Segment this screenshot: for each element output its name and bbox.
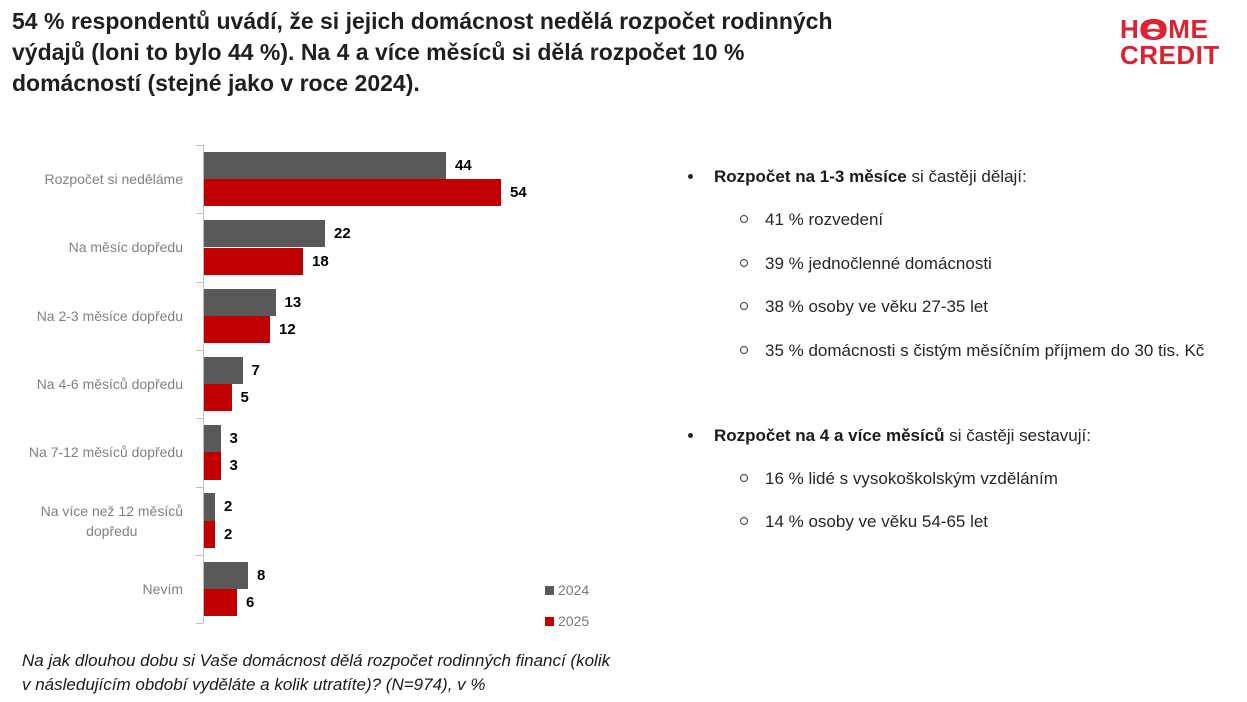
logo-letters-me: ME bbox=[1168, 14, 1209, 44]
bar-2024 bbox=[204, 356, 243, 385]
bar-2024 bbox=[204, 151, 446, 180]
category-label: Na více než 12 měsíců dopředu bbox=[40, 502, 183, 539]
bullet-heading-1-rest: si častěji dělají: bbox=[906, 167, 1027, 186]
slide-title: 54 % respondentů uvádí, že si jejich dom… bbox=[12, 8, 833, 96]
bullet-subitem-text: 16 % lidé s vysokoškolským vzděláním bbox=[765, 469, 1058, 488]
bullet-dot-icon bbox=[688, 433, 693, 438]
bullet-subitem-text: 38 % osoby ve věku 27-35 let bbox=[765, 297, 989, 316]
bar-2025 bbox=[204, 315, 270, 344]
bar-value-label: 3 bbox=[229, 457, 238, 475]
home-credit-smile-o-icon bbox=[1140, 18, 1167, 40]
category-label: Nevím bbox=[142, 580, 183, 597]
circle-bullet-icon bbox=[740, 259, 748, 267]
bar-value-label: 2 bbox=[224, 498, 233, 516]
category-label: Na měsíc dopředu bbox=[68, 239, 183, 256]
bar-value-label: 2 bbox=[224, 525, 233, 543]
legend-item-2025: 2025 bbox=[545, 613, 589, 629]
legend-swatch-2025 bbox=[545, 616, 554, 626]
circle-bullet-icon bbox=[740, 474, 748, 482]
home-credit-logo: H ME CREDIT bbox=[1120, 16, 1245, 68]
bullet-subitem-text: 14 % osoby ve věku 54-65 let bbox=[765, 512, 989, 531]
bar-value-label: 7 bbox=[251, 361, 260, 379]
bar-2024 bbox=[204, 493, 215, 521]
bar-2025 bbox=[204, 452, 221, 480]
bar-2024 bbox=[204, 561, 248, 589]
value-axis-line bbox=[203, 145, 204, 624]
bullet-subitem-text: 41 % rozvedení bbox=[765, 210, 884, 229]
category-label: Na 4-6 měsíců dopředu bbox=[36, 376, 183, 393]
circle-bullet-icon bbox=[740, 215, 748, 223]
category-label: Na 7-12 měsíců dopředu bbox=[28, 444, 183, 461]
legend-item-2024: 2024 bbox=[545, 582, 589, 598]
bar-value-label: 3 bbox=[229, 430, 238, 448]
bar-2024 bbox=[204, 220, 325, 248]
bar-2025 bbox=[204, 520, 215, 548]
bar-2025 bbox=[204, 247, 303, 275]
axis-tick bbox=[196, 349, 203, 351]
bullet-heading-1-bold: Rozpočet na 1-3 měsíce bbox=[714, 167, 907, 186]
bar-value-label: 22 bbox=[334, 225, 351, 243]
bar-value-label: 6 bbox=[246, 594, 255, 611]
logo-line-home: H ME bbox=[1120, 16, 1245, 42]
axis-tick bbox=[196, 281, 203, 283]
bullet-subitem-text: 39 % jednočlenné domácnosti bbox=[765, 254, 992, 273]
axis-tick bbox=[196, 623, 203, 625]
bar-value-label: 13 bbox=[284, 293, 302, 311]
circle-bullet-icon bbox=[740, 517, 748, 525]
circle-bullet-icon bbox=[740, 302, 748, 310]
bar-value-label: 54 bbox=[510, 184, 527, 202]
axis-tick bbox=[196, 554, 203, 556]
bar-2024 bbox=[204, 288, 276, 316]
axis-tick bbox=[196, 418, 203, 420]
survey-question-footnote: Na jak dlouhou dobu si Vaše domácnost dě… bbox=[22, 651, 611, 694]
bullet-dot-icon bbox=[688, 174, 693, 179]
bullet-heading-1-text: Rozpočet na 1-3 měsíce si častěji dělají… bbox=[714, 167, 1234, 187]
axis-tick bbox=[196, 486, 203, 488]
logo-line-credit: CREDIT bbox=[1120, 40, 1220, 70]
bar-2025 bbox=[204, 179, 501, 207]
bar-value-label: 5 bbox=[240, 389, 249, 407]
bar-2025 bbox=[204, 589, 237, 617]
axis-tick bbox=[196, 213, 203, 215]
bar-2024 bbox=[204, 425, 221, 453]
bar-value-label: 18 bbox=[312, 252, 329, 270]
bar-2025 bbox=[204, 384, 232, 412]
bullet-subitem-text: 35 % domácnosti s čistým měsíčním příjme… bbox=[765, 341, 1205, 360]
category-label: Rozpočet si neděláme bbox=[44, 171, 183, 188]
category-label: Na 2-3 měsíce dopředu bbox=[36, 307, 183, 324]
bar-value-label: 44 bbox=[455, 156, 472, 174]
legend-swatch-2024 bbox=[545, 585, 554, 595]
bar-value-label: 12 bbox=[279, 320, 296, 338]
circle-bullet-icon bbox=[740, 346, 748, 354]
bullet-heading-2-text: Rozpočet na 4 a více měsíců si častěji s… bbox=[714, 426, 1234, 446]
bar-value-label: 8 bbox=[257, 566, 266, 584]
axis-tick bbox=[196, 145, 203, 146]
logo-letter-h: H bbox=[1120, 14, 1140, 44]
bullet-heading-2-bold: Rozpočet na 4 a více měsíců bbox=[714, 426, 945, 445]
budget-horizon-bar-chart: Rozpočet si neděláme 44 54 Na měsíc dopředu… bbox=[28, 145, 527, 625]
legend-label-2025: 2025 bbox=[558, 613, 590, 629]
legend-label-2024: 2024 bbox=[558, 582, 590, 598]
bullet-heading-2-rest: si častěji sestavují: bbox=[944, 426, 1091, 445]
